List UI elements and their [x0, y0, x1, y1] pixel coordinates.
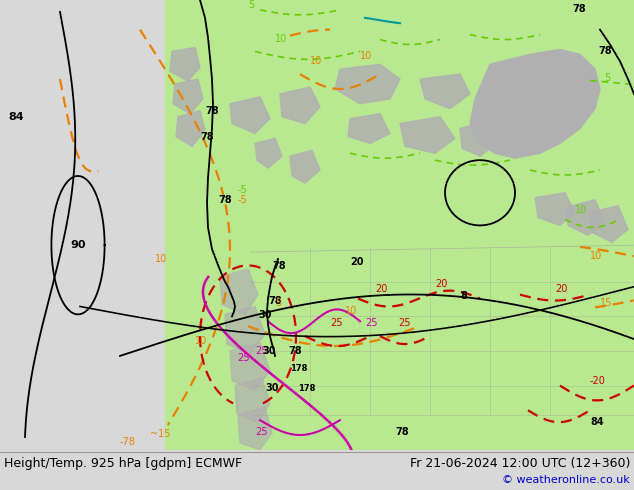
- Text: -78: -78: [120, 437, 136, 447]
- Polygon shape: [590, 206, 628, 242]
- Text: Height/Temp. 925 hPa [gdpm] ECMWF: Height/Temp. 925 hPa [gdpm] ECMWF: [4, 457, 242, 470]
- Text: 78: 78: [598, 47, 612, 56]
- Text: 30: 30: [262, 346, 276, 356]
- Polygon shape: [230, 97, 270, 133]
- Text: 10: 10: [195, 336, 207, 346]
- Text: 25: 25: [255, 427, 268, 437]
- Text: 78: 78: [218, 195, 231, 205]
- Text: 78: 78: [288, 346, 302, 356]
- Text: © weatheronline.co.uk: © weatheronline.co.uk: [502, 475, 630, 485]
- Text: 25: 25: [398, 318, 410, 328]
- Polygon shape: [176, 111, 205, 147]
- Text: 78: 78: [395, 427, 409, 437]
- Text: 10: 10: [360, 51, 372, 61]
- Text: 30: 30: [258, 310, 271, 320]
- Text: 10: 10: [310, 56, 322, 66]
- Text: 10: 10: [275, 33, 287, 44]
- Text: ~15: ~15: [150, 429, 171, 439]
- Text: -5: -5: [238, 195, 248, 205]
- Polygon shape: [255, 138, 282, 168]
- Text: 78: 78: [572, 4, 586, 14]
- Polygon shape: [235, 378, 270, 423]
- Text: 10: 10: [345, 306, 357, 317]
- Text: 25: 25: [330, 318, 342, 328]
- Text: 78: 78: [268, 296, 281, 306]
- Text: 15: 15: [600, 298, 612, 309]
- Text: 78: 78: [200, 132, 214, 143]
- Text: 178: 178: [290, 364, 307, 373]
- Text: 78: 78: [205, 106, 219, 116]
- Text: 10: 10: [155, 254, 167, 264]
- Text: -5: -5: [238, 185, 248, 195]
- Text: 25: 25: [365, 318, 377, 328]
- Polygon shape: [280, 87, 320, 123]
- Polygon shape: [230, 343, 270, 391]
- Text: 84: 84: [8, 112, 23, 122]
- Text: 5: 5: [275, 298, 281, 309]
- Polygon shape: [225, 306, 265, 354]
- Text: 20: 20: [435, 279, 448, 289]
- Polygon shape: [565, 200, 605, 235]
- Polygon shape: [170, 48, 200, 81]
- Polygon shape: [535, 193, 575, 225]
- Polygon shape: [420, 74, 470, 109]
- Polygon shape: [165, 0, 634, 450]
- Polygon shape: [173, 79, 203, 114]
- Text: 25: 25: [255, 346, 268, 356]
- Text: 8: 8: [460, 291, 467, 300]
- Text: Fr 21-06-2024 12:00 UTC (12+360): Fr 21-06-2024 12:00 UTC (12+360): [410, 457, 630, 470]
- Polygon shape: [335, 64, 400, 104]
- Text: 20: 20: [350, 257, 363, 267]
- Text: 20: 20: [555, 284, 567, 294]
- Text: 30: 30: [265, 383, 278, 392]
- Text: -20: -20: [590, 375, 606, 386]
- Text: 10: 10: [590, 251, 602, 261]
- Polygon shape: [220, 269, 258, 315]
- Polygon shape: [460, 121, 500, 156]
- Text: 10: 10: [575, 204, 587, 215]
- Text: 20: 20: [375, 284, 387, 294]
- Text: 5: 5: [248, 0, 254, 10]
- Text: 5: 5: [604, 73, 611, 83]
- Polygon shape: [238, 407, 272, 450]
- Text: 78: 78: [272, 261, 286, 271]
- Text: 178: 178: [298, 384, 315, 392]
- Polygon shape: [470, 49, 600, 158]
- Polygon shape: [290, 150, 320, 183]
- Polygon shape: [348, 114, 390, 144]
- Text: 84: 84: [590, 417, 604, 427]
- Polygon shape: [400, 117, 455, 153]
- Text: 90: 90: [70, 240, 86, 250]
- Text: 25: 25: [237, 353, 250, 363]
